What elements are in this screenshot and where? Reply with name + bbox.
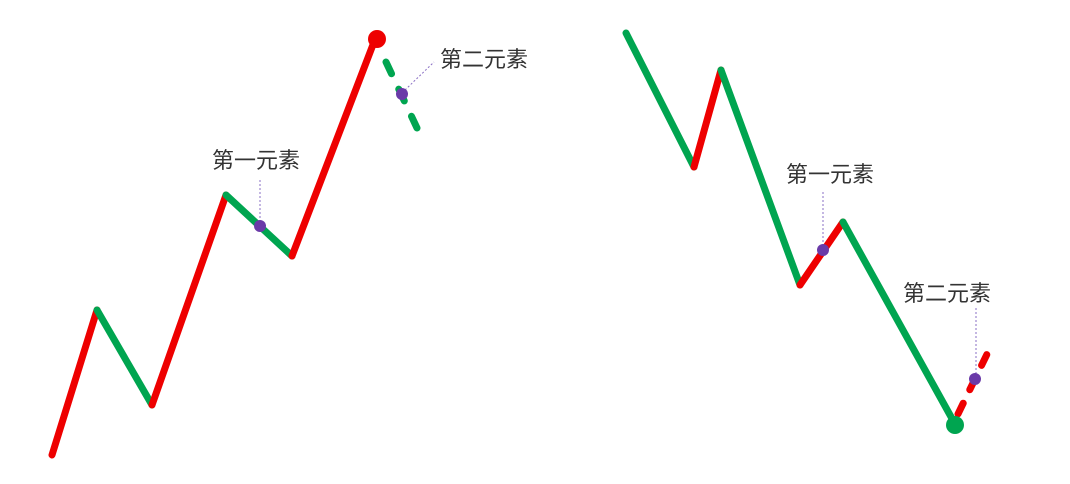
right-trough-endpoint (946, 416, 964, 434)
up-segment-3 (288, 38, 378, 260)
left-first-element-marker (254, 220, 266, 232)
left-second-element-marker (396, 88, 408, 100)
left-second-element-leader (404, 61, 435, 91)
right-downtrend-diagram (622, 29, 994, 428)
down-segment-1 (93, 306, 156, 409)
left-second-element-label: 第二元素 (440, 47, 528, 72)
right-first-element-label: 第一元素 (786, 162, 874, 187)
up-segment-2 (148, 191, 230, 409)
right-second-element-marker (969, 373, 981, 385)
down-segment-r1 (622, 29, 698, 171)
down-segment-r3 (839, 218, 959, 428)
right-first-element-marker (817, 244, 829, 256)
right-second-element-label: 第二元素 (903, 281, 991, 306)
up-segment-r1 (690, 66, 725, 171)
left-uptrend-diagram (48, 38, 421, 459)
down-segment-r2 (717, 66, 804, 289)
up-segment-1 (48, 306, 101, 459)
left-peak-endpoint (368, 30, 386, 48)
left-first-element-label: 第一元素 (212, 148, 300, 173)
